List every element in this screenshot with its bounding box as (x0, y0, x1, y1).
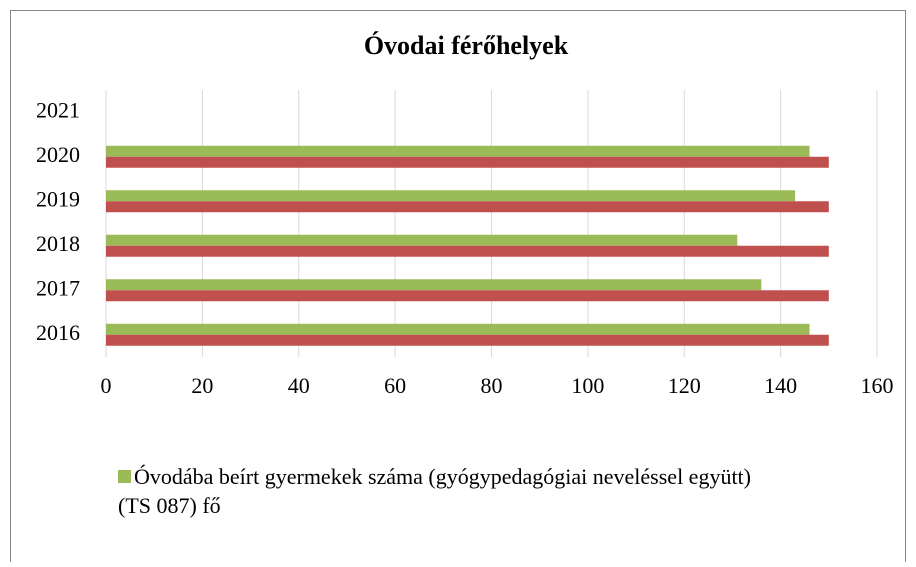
bar (106, 201, 829, 213)
legend-label: Óvodába beírt gyermekek száma (gyógypeda… (118, 464, 751, 518)
bar (106, 279, 762, 291)
x-tick-label: 20 (191, 373, 213, 398)
y-tick-label: 2018 (36, 231, 80, 256)
y-tick-label: 2020 (36, 142, 80, 167)
bar (106, 334, 829, 346)
x-tick-label: 80 (481, 373, 503, 398)
y-tick-label: 2021 (36, 97, 80, 122)
y-tick-label: 2017 (36, 275, 80, 300)
x-tick-label: 120 (668, 373, 701, 398)
chart-border (10, 10, 906, 567)
bar (106, 290, 829, 302)
bar (106, 234, 738, 246)
bar (106, 145, 810, 157)
x-tick-label: 40 (288, 373, 310, 398)
x-tick-label: 60 (384, 373, 406, 398)
bar (106, 190, 796, 202)
bar (106, 245, 829, 257)
legend: Óvodába beírt gyermekek száma (gyógypeda… (118, 462, 888, 520)
y-tick-label: 2019 (36, 186, 80, 211)
bar (106, 156, 829, 168)
x-tick-label: 100 (571, 373, 604, 398)
x-tick-label: 0 (101, 373, 112, 398)
chart-title: Óvodai férőhelyek (364, 31, 569, 60)
bar (106, 323, 810, 335)
x-tick-label: 140 (764, 373, 797, 398)
y-tick-label: 2016 (36, 320, 80, 345)
legend-swatch (118, 470, 131, 483)
x-tick-label: 160 (861, 373, 894, 398)
legend-item: Óvodába beírt gyermekek száma (gyógypeda… (118, 462, 888, 520)
